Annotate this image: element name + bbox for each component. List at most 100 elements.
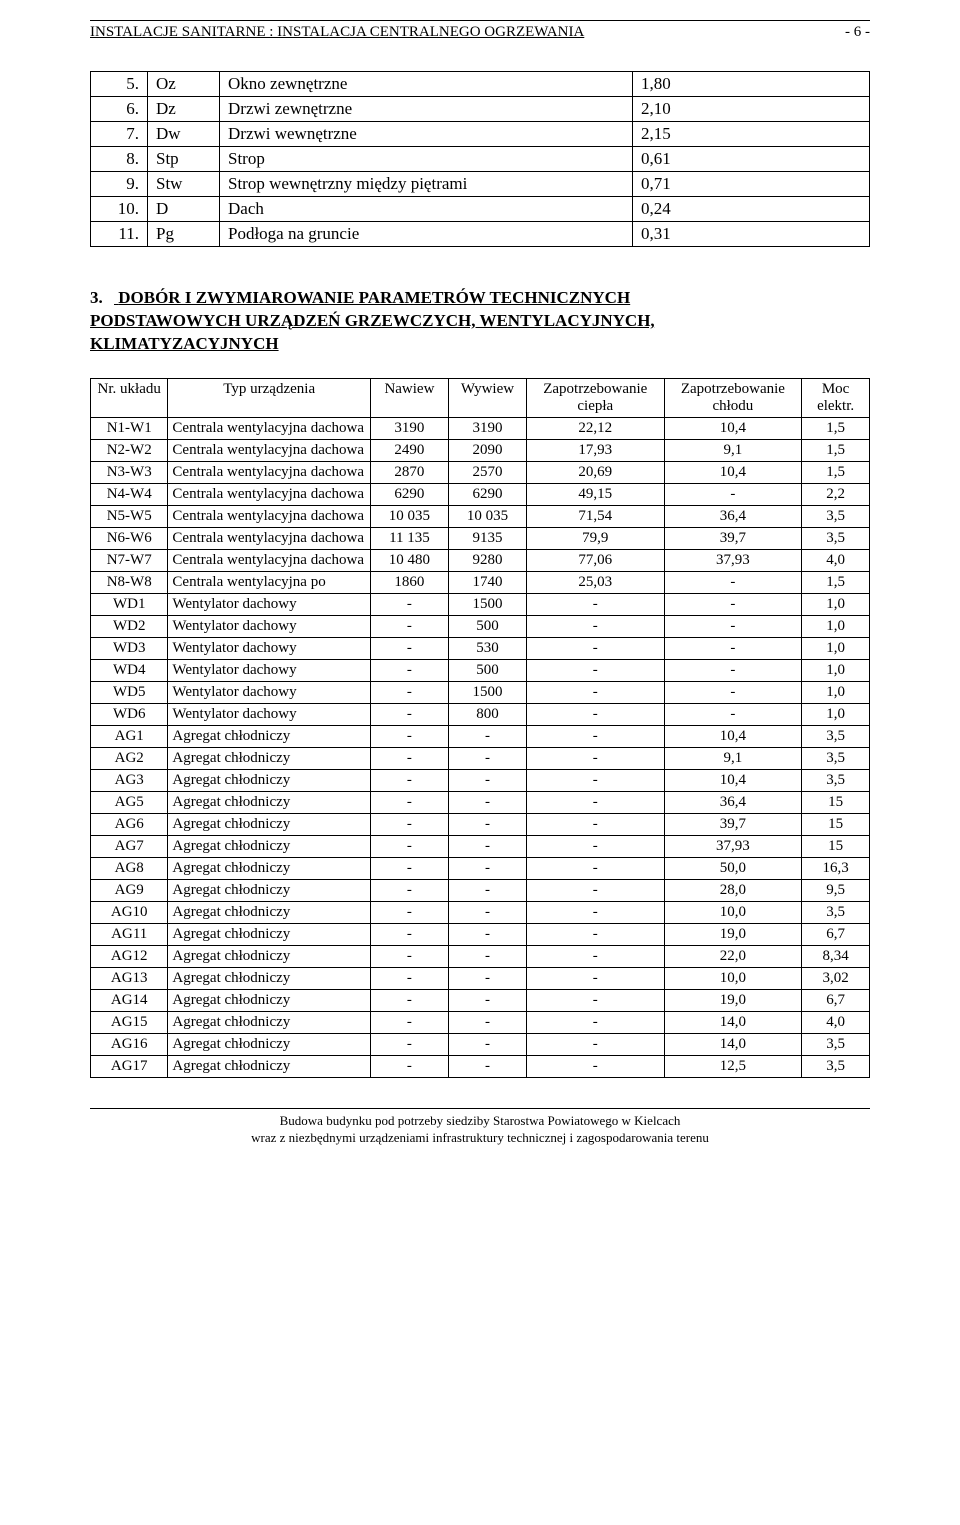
cell-zchlodu: - xyxy=(664,681,802,703)
cell-moc: 1,0 xyxy=(802,637,870,659)
row-name: Drzwi wewnętrzne xyxy=(220,122,633,147)
table-row: WD4Wentylator dachowy-500--1,0 xyxy=(91,659,870,681)
cell-nr: AG17 xyxy=(91,1055,168,1077)
table-row: N6-W6Centrala wentylacyjna dachowa11 135… xyxy=(91,527,870,549)
cell-nr: N8-W8 xyxy=(91,571,168,593)
row-code: Dw xyxy=(148,122,220,147)
cell-typ: Centrala wentylacyjna dachowa xyxy=(168,439,371,461)
table-header-row: Nr. układu Typ urządzenia Nawiew Wywiew … xyxy=(91,378,870,417)
col-zciepla-header: Zapotrzebowanie ciepła xyxy=(526,378,664,417)
row-code: Stp xyxy=(148,147,220,172)
cell-wywiew: 500 xyxy=(448,659,526,681)
table-row: AG15Agregat chłodniczy---14,04,0 xyxy=(91,1011,870,1033)
cell-zchlodu: 12,5 xyxy=(664,1055,802,1077)
cell-nr: AG14 xyxy=(91,989,168,1011)
row-name: Dach xyxy=(220,197,633,222)
cell-moc: 1,5 xyxy=(802,461,870,483)
cell-wywiew: - xyxy=(448,835,526,857)
cell-moc: 16,3 xyxy=(802,857,870,879)
cell-typ: Centrala wentylacyjna dachowa xyxy=(168,483,371,505)
row-name: Podłoga na gruncie xyxy=(220,222,633,247)
table-row: N4-W4Centrala wentylacyjna dachowa629062… xyxy=(91,483,870,505)
col-moc-header: Moc elektr. xyxy=(802,378,870,417)
table-row: AG12Agregat chłodniczy---22,08,34 xyxy=(91,945,870,967)
row-value: 2,15 xyxy=(633,122,870,147)
section-title-line3: KLIMATYZACYJNYCH xyxy=(90,334,279,353)
cell-zciepla: 49,15 xyxy=(526,483,664,505)
cell-moc: 1,0 xyxy=(802,659,870,681)
cell-wywiew: - xyxy=(448,725,526,747)
cell-moc: 8,34 xyxy=(802,945,870,967)
cell-wywiew: - xyxy=(448,769,526,791)
table-row: AG11Agregat chłodniczy---19,06,7 xyxy=(91,923,870,945)
section-number: 3. xyxy=(90,287,114,310)
cell-nawiew: 2870 xyxy=(370,461,448,483)
cell-moc: 1,0 xyxy=(802,703,870,725)
cell-wywiew: 9280 xyxy=(448,549,526,571)
cell-nr: WD3 xyxy=(91,637,168,659)
cell-nr: N5-W5 xyxy=(91,505,168,527)
cell-wywiew: 1500 xyxy=(448,681,526,703)
cell-zchlodu: 37,93 xyxy=(664,835,802,857)
cell-nr: N4-W4 xyxy=(91,483,168,505)
cell-zchlodu: - xyxy=(664,593,802,615)
footer-line2: wraz z niezbędnymi urządzeniami infrastr… xyxy=(251,1130,709,1145)
cell-typ: Wentylator dachowy xyxy=(168,659,371,681)
cell-nr: N1-W1 xyxy=(91,417,168,439)
table-row: WD2Wentylator dachowy-500--1,0 xyxy=(91,615,870,637)
cell-typ: Centrala wentylacyjna dachowa xyxy=(168,461,371,483)
cell-zchlodu: 10,0 xyxy=(664,967,802,989)
table-row: AG16Agregat chłodniczy---14,03,5 xyxy=(91,1033,870,1055)
cell-zchlodu: 14,0 xyxy=(664,1011,802,1033)
table-row: AG8Agregat chłodniczy---50,016,3 xyxy=(91,857,870,879)
table-row: WD3Wentylator dachowy-530--1,0 xyxy=(91,637,870,659)
cell-moc: 3,5 xyxy=(802,505,870,527)
cell-wywiew: - xyxy=(448,813,526,835)
cell-zciepla: - xyxy=(526,923,664,945)
cell-typ: Centrala wentylacyjna po xyxy=(168,571,371,593)
cell-nawiew: - xyxy=(370,879,448,901)
table-row: AG7Agregat chłodniczy---37,9315 xyxy=(91,835,870,857)
cell-zciepla: - xyxy=(526,967,664,989)
cell-zciepla: - xyxy=(526,1055,664,1077)
cell-moc: 1,5 xyxy=(802,571,870,593)
table-row: 9.StwStrop wewnętrzny między piętrami0,7… xyxy=(91,172,870,197)
cell-wywiew: 1500 xyxy=(448,593,526,615)
equipment-table: Nr. układu Typ urządzenia Nawiew Wywiew … xyxy=(90,378,870,1078)
cell-typ: Wentylator dachowy xyxy=(168,703,371,725)
cell-zchlodu: 9,1 xyxy=(664,439,802,461)
col-wywiew-header: Wywiew xyxy=(448,378,526,417)
cell-zchlodu: 39,7 xyxy=(664,813,802,835)
cell-zchlodu: - xyxy=(664,659,802,681)
row-value: 1,80 xyxy=(633,72,870,97)
row-code: Oz xyxy=(148,72,220,97)
cell-typ: Agregat chłodniczy xyxy=(168,835,371,857)
row-name: Strop xyxy=(220,147,633,172)
cell-zciepla: 25,03 xyxy=(526,571,664,593)
cell-zciepla: - xyxy=(526,725,664,747)
cell-wywiew: - xyxy=(448,901,526,923)
cell-nawiew: - xyxy=(370,593,448,615)
cell-nawiew: - xyxy=(370,637,448,659)
cell-wywiew: 6290 xyxy=(448,483,526,505)
cell-wywiew: 530 xyxy=(448,637,526,659)
header-rule xyxy=(90,20,870,22)
table-row: 7.DwDrzwi wewnętrzne2,15 xyxy=(91,122,870,147)
row-code: Dz xyxy=(148,97,220,122)
table-row: N1-W1Centrala wentylacyjna dachowa319031… xyxy=(91,417,870,439)
row-name: Drzwi zewnętrzne xyxy=(220,97,633,122)
cell-zciepla: - xyxy=(526,989,664,1011)
cell-nr: AG12 xyxy=(91,945,168,967)
cell-wywiew: - xyxy=(448,747,526,769)
cell-typ: Centrala wentylacyjna dachowa xyxy=(168,505,371,527)
table-row: AG2Agregat chłodniczy---9,13,5 xyxy=(91,747,870,769)
row-name: Okno zewnętrzne xyxy=(220,72,633,97)
cell-moc: 9,5 xyxy=(802,879,870,901)
cell-zciepla: - xyxy=(526,791,664,813)
cell-nawiew: - xyxy=(370,791,448,813)
partition-list-table: 5.OzOkno zewnętrzne1,806.DzDrzwi zewnętr… xyxy=(90,71,870,247)
table-row: AG13Agregat chłodniczy---10,03,02 xyxy=(91,967,870,989)
cell-nr: AG13 xyxy=(91,967,168,989)
cell-moc: 15 xyxy=(802,813,870,835)
cell-wywiew: 1740 xyxy=(448,571,526,593)
